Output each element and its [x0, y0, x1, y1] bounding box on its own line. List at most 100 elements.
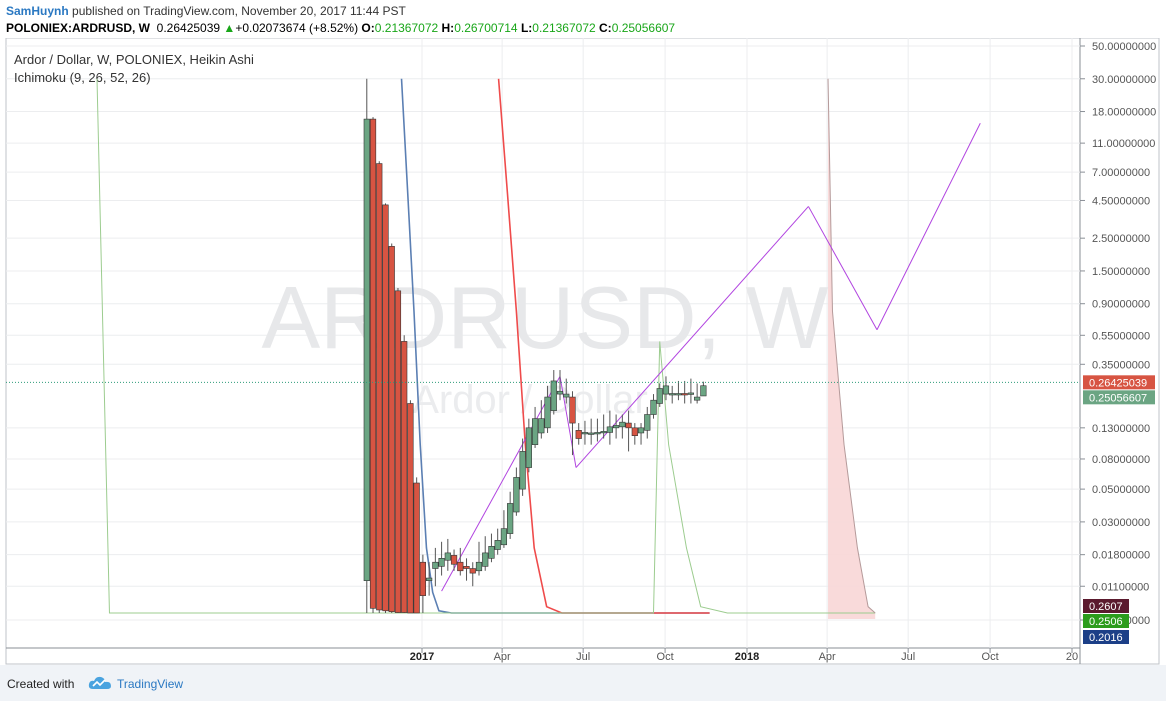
candle[interactable]	[544, 385, 551, 433]
candle[interactable]	[525, 418, 532, 473]
y-tick-label: 0.55000000	[1092, 330, 1150, 342]
candle-body-down	[388, 246, 395, 612]
candle[interactable]	[432, 547, 439, 587]
candle[interactable]	[650, 394, 657, 419]
candle[interactable]	[656, 383, 663, 407]
candle[interactable]	[563, 378, 570, 404]
candle-body-up	[500, 528, 508, 546]
price-label: 0.2506	[1083, 614, 1129, 628]
candle-body-up	[438, 558, 445, 567]
candle[interactable]	[569, 391, 576, 456]
candle[interactable]	[606, 410, 613, 445]
candle-body-up	[581, 432, 589, 435]
candle[interactable]	[619, 414, 626, 439]
candle[interactable]	[363, 78, 370, 613]
candle[interactable]	[457, 547, 464, 576]
candle[interactable]	[675, 380, 682, 401]
x-tick-label: 20	[1066, 651, 1078, 663]
candle[interactable]	[669, 385, 676, 404]
candle[interactable]	[494, 528, 501, 555]
candle[interactable]	[376, 161, 383, 613]
candle-body-down	[469, 568, 476, 574]
candles[interactable]	[363, 78, 707, 614]
candle[interactable]	[594, 418, 601, 442]
candle-body-up	[637, 427, 645, 434]
candle[interactable]	[500, 510, 508, 548]
candle[interactable]	[600, 414, 607, 439]
candle-body-down	[457, 561, 464, 572]
candle-body-up	[494, 540, 501, 550]
series-lagging-line	[96, 78, 876, 614]
candle-body-up	[531, 418, 539, 445]
author-link[interactable]: SamHuynh	[6, 4, 69, 18]
candle[interactable]	[681, 380, 688, 404]
candle[interactable]	[407, 400, 414, 614]
series-kijun-line	[497, 78, 710, 614]
x-tick-label: Apr	[819, 651, 836, 663]
candle[interactable]	[394, 287, 402, 613]
candle[interactable]	[538, 400, 545, 439]
candle[interactable]	[700, 381, 707, 397]
candle[interactable]	[463, 558, 470, 581]
tradingview-cloud-icon[interactable]	[88, 675, 112, 691]
candle[interactable]	[575, 423, 582, 445]
candle-body-up	[694, 396, 701, 401]
candle-body-up	[363, 118, 370, 581]
candle[interactable]	[450, 549, 458, 571]
y-axis[interactable]: 50.00000000 30.00000000 18.00000000 11.0000…	[1080, 41, 1156, 627]
y-tick-label: 50.00000000	[1092, 41, 1156, 53]
candle[interactable]	[662, 376, 670, 401]
candle[interactable]	[426, 562, 433, 596]
price-label: 0.25056607	[1083, 390, 1155, 405]
candle[interactable]	[413, 477, 420, 614]
candle[interactable]	[513, 467, 520, 516]
price-chart[interactable]: ARDRUSD, W Ardor / Dollar Ardor / Dollar…	[0, 37, 1166, 665]
candle[interactable]	[613, 414, 620, 439]
candle[interactable]	[531, 406, 539, 448]
watermark-main: ARDRUSD, W	[261, 268, 828, 367]
chart-area[interactable]: ARDRUSD, W Ardor / Dollar Ardor / Dollar…	[0, 37, 1166, 665]
candle-body-up	[475, 561, 483, 572]
candle[interactable]	[369, 117, 377, 613]
candle[interactable]	[519, 438, 526, 496]
candle-body-up	[650, 399, 657, 415]
candle[interactable]	[637, 423, 645, 445]
y-tick-label: 0.01100000	[1092, 581, 1149, 593]
candle[interactable]	[388, 243, 395, 613]
y-tick-label: 18.00000000	[1092, 107, 1156, 119]
candle[interactable]	[631, 423, 638, 445]
last-price: 0.26425039	[156, 21, 221, 35]
candle[interactable]	[382, 203, 389, 613]
candle[interactable]	[556, 370, 564, 401]
x-tick-label: Jul	[901, 651, 915, 663]
candle[interactable]	[694, 383, 701, 404]
candle[interactable]	[581, 420, 589, 445]
publish-info: SamHuynh published on TradingView.com, N…	[6, 4, 406, 18]
candle[interactable]	[482, 536, 489, 571]
candle[interactable]	[438, 541, 445, 576]
candle-body-up	[519, 451, 526, 490]
candle[interactable]	[401, 335, 408, 613]
candle-body-up	[594, 432, 601, 435]
close-value: 0.25056607	[611, 21, 676, 35]
candle[interactable]	[625, 410, 632, 452]
candle[interactable]	[469, 562, 476, 587]
candle[interactable]	[419, 554, 426, 613]
x-axis[interactable]: 2017 Apr Jul Oct 2018 Apr Jul Oct 20	[410, 648, 1078, 663]
candle-body-down	[419, 561, 426, 596]
candle[interactable]	[507, 491, 514, 539]
low-label: L:	[520, 21, 533, 35]
candle[interactable]	[550, 370, 557, 415]
indicator-label[interactable]: Ichimoku (9, 26, 52, 26)	[14, 70, 151, 85]
tradingview-brand-link[interactable]: TradingView	[117, 677, 184, 691]
candle-body-down	[376, 163, 383, 611]
x-tick-label: Oct	[982, 651, 999, 663]
candle[interactable]	[444, 538, 451, 571]
candle[interactable]	[488, 533, 495, 563]
candle-body-down	[681, 393, 688, 396]
candle-body-up	[613, 425, 620, 429]
price-label-bg	[1083, 599, 1129, 613]
candle[interactable]	[588, 418, 595, 445]
candle[interactable]	[644, 406, 651, 439]
candle[interactable]	[475, 541, 483, 576]
